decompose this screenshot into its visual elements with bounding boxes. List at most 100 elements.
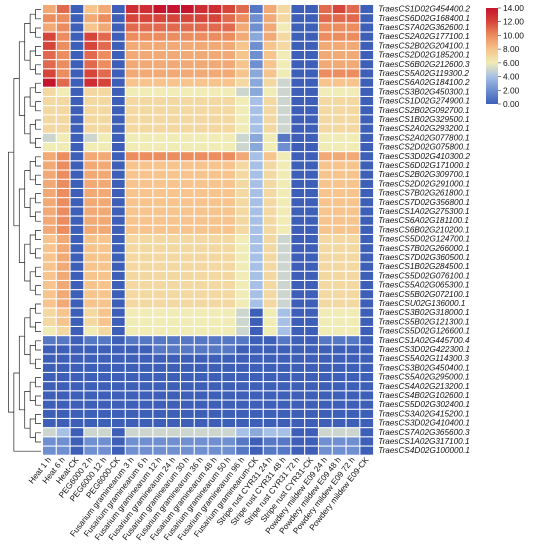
heatmap-cell xyxy=(181,179,194,188)
heatmap-cell xyxy=(84,23,98,32)
heatmap-cell xyxy=(98,336,111,345)
heatmap-cell xyxy=(319,327,332,336)
dendrogram-branch xyxy=(35,266,41,277)
heatmap-cell xyxy=(222,143,236,152)
heatmap-cell xyxy=(291,317,305,326)
heatmap-cell xyxy=(98,23,111,32)
heatmap-cell xyxy=(194,115,208,124)
heatmap-cell xyxy=(208,189,222,198)
heatmap-cell xyxy=(194,382,208,391)
heatmap-cell xyxy=(291,262,305,271)
heatmap-cell xyxy=(153,419,167,428)
heatmap-cell xyxy=(277,336,291,345)
heatmap-cell xyxy=(112,198,125,207)
heatmap-cell xyxy=(263,41,277,50)
heatmap-cell xyxy=(277,299,291,308)
heatmap-cell xyxy=(263,60,277,69)
heatmap-cell xyxy=(360,216,374,225)
row-label: TraesCS1D02G274900.1 xyxy=(378,97,470,106)
row-label: TraesCS2D02G185200.1 xyxy=(378,51,470,60)
heatmap-cell xyxy=(167,69,180,78)
heatmap-cell xyxy=(277,189,291,198)
heatmap-cell xyxy=(194,198,208,207)
heatmap-cell xyxy=(84,87,98,96)
heatmap-cell xyxy=(346,133,360,142)
heatmap-cell xyxy=(153,115,167,124)
heatmap-cell xyxy=(305,327,318,336)
heatmap-cell xyxy=(125,14,139,23)
heatmap-cell xyxy=(70,336,84,345)
heatmap-cell xyxy=(84,235,98,244)
heatmap-cell xyxy=(70,437,84,446)
heatmap-cell xyxy=(250,51,263,60)
color-scale-tick-label: 10.00 xyxy=(503,30,524,40)
heatmap-cell xyxy=(112,354,125,363)
heatmap-cell xyxy=(332,419,346,428)
heatmap-cell xyxy=(56,382,70,391)
heatmap-cell xyxy=(305,446,318,455)
heatmap-cell xyxy=(84,271,98,280)
dendrogram-branch xyxy=(24,243,31,282)
heatmap-cell xyxy=(167,106,180,115)
heatmap-cell xyxy=(277,87,291,96)
heatmap-cell xyxy=(263,161,277,170)
heatmap-cell xyxy=(236,179,249,188)
heatmap-cell xyxy=(208,179,222,188)
heatmap-cell xyxy=(332,51,346,60)
heatmap-cell xyxy=(319,271,332,280)
color-scale-tick-label: 8.00 xyxy=(503,44,520,54)
heatmap-cell xyxy=(360,207,374,216)
heatmap-cell xyxy=(194,161,208,170)
heatmap-cell xyxy=(250,308,263,317)
heatmap-cell xyxy=(332,198,346,207)
heatmap-cell xyxy=(332,115,346,124)
heatmap-cell xyxy=(43,253,56,262)
heatmap-cell xyxy=(208,143,222,152)
heatmap-cell xyxy=(70,363,84,372)
heatmap-cell xyxy=(291,51,305,60)
heatmap-cell xyxy=(346,317,360,326)
heatmap-cell xyxy=(181,308,194,317)
heatmap-cell xyxy=(263,170,277,179)
heatmap-cell xyxy=(222,87,236,96)
heatmap-cell xyxy=(167,179,180,188)
heatmap-cell xyxy=(56,281,70,290)
heatmap-cell xyxy=(305,290,318,299)
heatmap-cell xyxy=(332,308,346,317)
heatmap-cell xyxy=(167,32,180,41)
heatmap-cell xyxy=(139,207,153,216)
heatmap-cell xyxy=(291,235,305,244)
heatmap-cell xyxy=(360,78,374,87)
row-label: TraesCS2A02G077800.1 xyxy=(378,133,469,142)
heatmap-cell xyxy=(236,207,249,216)
heatmap-cell xyxy=(263,409,277,418)
heatmap-cell xyxy=(70,152,84,161)
heatmap-cell xyxy=(305,354,318,363)
heatmap-cell xyxy=(236,327,249,336)
row-label: TraesCSU02G136000.1 xyxy=(378,299,465,308)
heatmap-cell xyxy=(181,299,194,308)
heatmap-cell xyxy=(305,262,318,271)
heatmap-cell xyxy=(125,78,139,87)
heatmap-cell xyxy=(222,271,236,280)
heatmap-cell xyxy=(319,5,332,14)
heatmap-cell xyxy=(236,78,249,87)
heatmap-cell xyxy=(153,299,167,308)
heatmap-cell xyxy=(277,428,291,437)
heatmap-cell xyxy=(250,106,263,115)
heatmap-cell xyxy=(305,308,318,317)
heatmap-cell xyxy=(167,244,180,253)
heatmap-cell xyxy=(84,14,98,23)
heatmap-cell xyxy=(263,216,277,225)
heatmap-cell xyxy=(194,32,208,41)
heatmap-cell xyxy=(125,97,139,106)
heatmap-cell xyxy=(208,317,222,326)
row-label: TraesCS5A02G065300.1 xyxy=(378,281,469,290)
heatmap-cell xyxy=(181,409,194,418)
heatmap-cell xyxy=(98,179,111,188)
heatmap-cell xyxy=(291,299,305,308)
heatmap-cell xyxy=(332,170,346,179)
heatmap-cell xyxy=(263,281,277,290)
heatmap-cell xyxy=(70,198,84,207)
heatmap-cell xyxy=(70,161,84,170)
